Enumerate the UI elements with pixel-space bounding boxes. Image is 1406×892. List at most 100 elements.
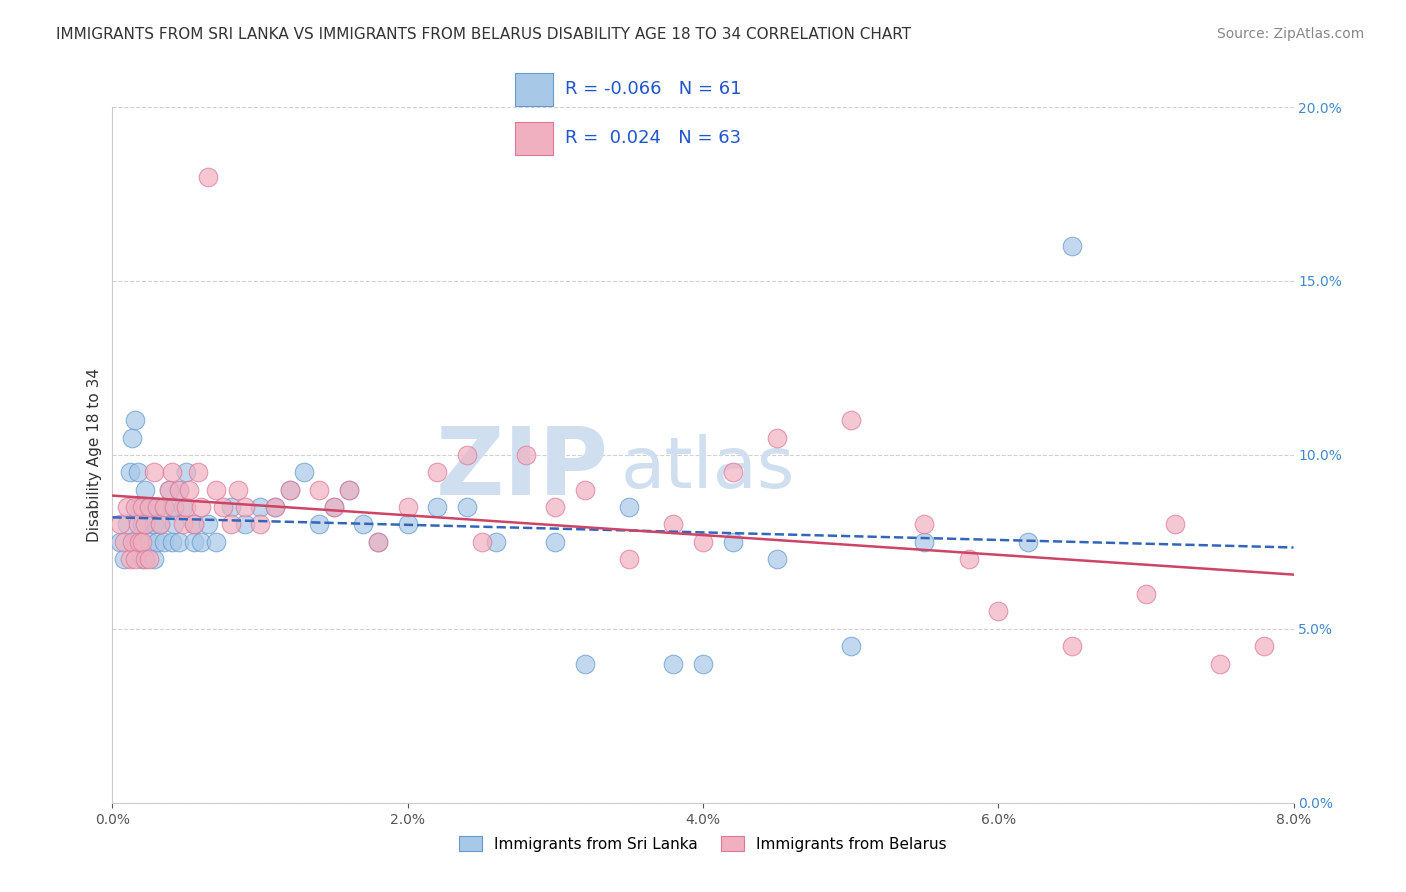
Point <box>124 413 146 427</box>
Point <box>1135 587 1157 601</box>
Point <box>149 517 172 532</box>
Point <box>108 517 131 532</box>
Point <box>1208 657 1232 671</box>
Point <box>138 552 160 566</box>
Point <box>544 500 567 514</box>
Text: IMMIGRANTS FROM SRI LANKA VS IMMIGRANTS FROM BELARUS DISABILITY AGE 18 TO 34 COR: IMMIGRANTS FROM SRI LANKA VS IMMIGRANTS … <box>56 27 911 42</box>
Point <box>127 517 149 532</box>
Point <box>249 500 271 514</box>
Point <box>337 483 360 497</box>
Point <box>160 534 183 549</box>
Point <box>278 483 301 497</box>
Point <box>337 483 360 497</box>
Point <box>146 534 169 549</box>
Point <box>128 534 150 549</box>
Point <box>914 517 936 532</box>
FancyBboxPatch shape <box>515 122 554 155</box>
Point <box>163 517 186 532</box>
Point <box>142 517 165 532</box>
Point <box>142 552 165 566</box>
Point <box>308 517 330 532</box>
Point <box>190 534 212 549</box>
Point <box>187 466 209 480</box>
Point <box>149 517 172 532</box>
Point <box>721 534 744 549</box>
Point <box>219 500 242 514</box>
Point <box>205 534 228 549</box>
Point <box>134 517 156 532</box>
Point <box>233 517 256 532</box>
Point <box>456 448 478 462</box>
Point <box>112 534 135 549</box>
Point <box>121 430 143 444</box>
Point <box>323 500 346 514</box>
Point <box>153 534 176 549</box>
Point <box>485 534 508 549</box>
Point <box>249 517 271 532</box>
Point <box>396 500 419 514</box>
Point <box>662 517 685 532</box>
Point <box>692 534 714 549</box>
Point <box>117 500 138 514</box>
Point <box>367 534 389 549</box>
Point <box>112 552 135 566</box>
Point <box>839 413 862 427</box>
Point <box>233 500 256 514</box>
Point <box>544 534 567 549</box>
Point <box>219 517 242 532</box>
Point <box>367 534 389 549</box>
Point <box>127 466 149 480</box>
Legend: Immigrants from Sri Lanka, Immigrants from Belarus: Immigrants from Sri Lanka, Immigrants fr… <box>453 830 953 858</box>
Point <box>157 483 180 497</box>
Text: Source: ZipAtlas.com: Source: ZipAtlas.com <box>1216 27 1364 41</box>
Point <box>766 552 789 566</box>
Point <box>134 552 156 566</box>
Point <box>1253 639 1275 653</box>
Point <box>692 657 714 671</box>
Point <box>183 534 205 549</box>
Point <box>264 500 287 514</box>
Text: R =  0.024   N = 63: R = 0.024 N = 63 <box>565 129 741 147</box>
Point <box>124 500 146 514</box>
Point <box>142 466 165 480</box>
Point <box>839 639 862 653</box>
Text: R = -0.066   N = 61: R = -0.066 N = 61 <box>565 80 742 98</box>
Point <box>619 500 641 514</box>
Point <box>396 517 419 532</box>
Point <box>174 466 197 480</box>
Point <box>138 500 160 514</box>
Point <box>574 657 596 671</box>
Point <box>121 534 143 549</box>
Point <box>131 534 153 549</box>
Point <box>117 517 138 532</box>
Point <box>167 534 190 549</box>
Y-axis label: Disability Age 18 to 34: Disability Age 18 to 34 <box>87 368 103 542</box>
Point <box>426 466 449 480</box>
Point <box>323 500 346 514</box>
Point <box>197 169 219 184</box>
Point <box>515 448 537 462</box>
Point <box>914 534 936 549</box>
Point <box>146 500 169 514</box>
Point <box>124 534 146 549</box>
Point <box>146 500 169 514</box>
Point <box>138 500 160 514</box>
Point <box>167 483 190 497</box>
Point <box>163 500 186 514</box>
Point <box>212 500 235 514</box>
Point <box>619 552 641 566</box>
Point <box>134 483 156 497</box>
Point <box>160 500 183 514</box>
Point <box>308 483 330 497</box>
Point <box>278 483 301 497</box>
Point <box>197 517 219 532</box>
Point <box>470 534 494 549</box>
Point <box>124 552 146 566</box>
Point <box>153 500 176 514</box>
Point <box>1062 239 1084 253</box>
Point <box>120 466 142 480</box>
Point <box>183 517 205 532</box>
Point <box>167 483 190 497</box>
Point <box>1062 639 1084 653</box>
Point <box>153 500 176 514</box>
